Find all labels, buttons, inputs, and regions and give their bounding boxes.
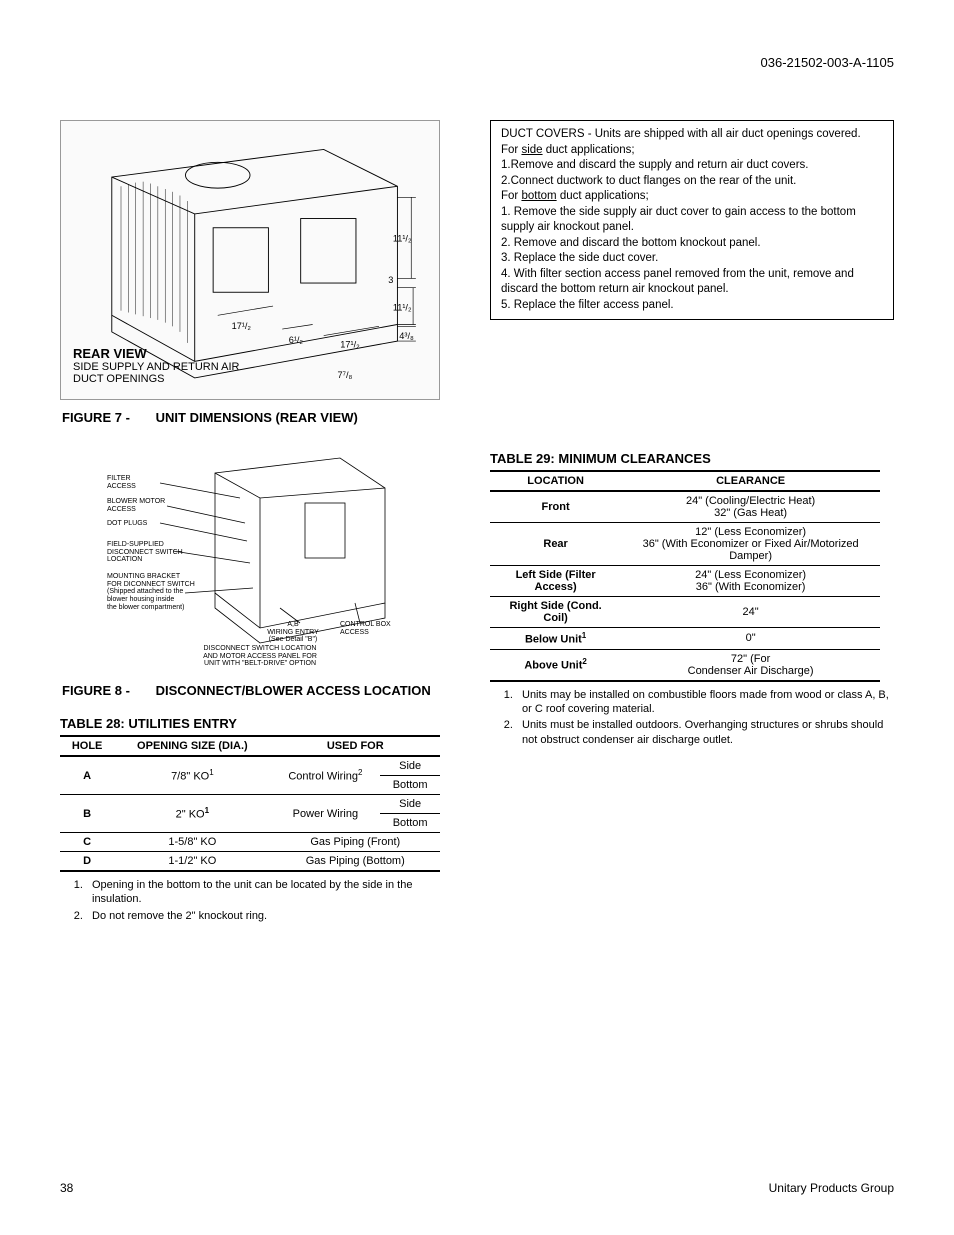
th: LOCATION [490, 471, 621, 491]
td: 72" (ForCondenser Air Discharge) [621, 649, 880, 681]
td: Side [380, 756, 440, 776]
td: 12" (Less Economizer)36" (With Economize… [621, 523, 880, 566]
duct-notes: DUCT COVERS - Units are shipped with all… [490, 120, 894, 320]
footer-group: Unitary Products Group [769, 1181, 894, 1195]
lbl-control: CONTROL BOXACCESS [340, 621, 400, 636]
fn: Opening in the bottom to the unit can be… [86, 878, 460, 907]
dim: 3 [388, 275, 393, 285]
td: 24" [621, 597, 880, 628]
lbl-ab: A,BWIRING ENTRY(See Detail "B") [263, 621, 323, 644]
td: 1-5/8" KO [114, 833, 270, 852]
note: Remove the side supply air duct cover to… [501, 206, 856, 234]
td: 1-1/2" KO [114, 852, 270, 872]
notes-intro: DUCT COVERS - Units are shipped with all… [501, 127, 883, 143]
dim: 11¹/₂ [393, 303, 412, 313]
lbl-footer: DISCONNECT SWITCH LOCATIONAND MOTOR ACCE… [105, 645, 415, 668]
fn: Units may be installed on combustible fl… [516, 688, 894, 717]
th: HOLE [60, 736, 114, 756]
table29-footnotes: Units may be installed on combustible fl… [490, 688, 894, 747]
td: Bottom [380, 814, 440, 833]
side-hdr: For side duct applications; [501, 143, 883, 159]
fn: Do not remove the 2" knockout ring. [86, 909, 460, 923]
dim: 7⁷/₈ [338, 370, 353, 380]
td: Above Unit2 [490, 649, 621, 681]
th: USED FOR [271, 736, 441, 756]
td: Below Unit1 [490, 628, 621, 650]
td: Front [490, 491, 621, 523]
td: B [60, 795, 114, 833]
dim: 11¹/₂ [393, 234, 412, 244]
table28-title: TABLE 28: UTILITIES ENTRY [60, 716, 460, 731]
note: Replace the side duct cover. [514, 252, 658, 264]
doc-code: 036-21502-003-A-1105 [761, 55, 894, 70]
table29-title: TABLE 29: MINIMUM CLEARANCES [490, 451, 894, 466]
lbl-field: FIELD-SUPPLIEDDISCONNECT SWITCHLOCATION [107, 541, 192, 564]
th: OPENING SIZE (DIA.) [114, 736, 270, 756]
td: Rear [490, 523, 621, 566]
note: Remove and discard the supply and return… [511, 159, 809, 171]
fn: Units must be installed outdoors. Overha… [516, 718, 894, 747]
td: Gas Piping (Front) [271, 833, 441, 852]
lbl-mount: MOUNTING BRACKETFOR DICONNECT SWITCH(Shi… [107, 573, 212, 611]
td: Bottom [380, 776, 440, 795]
note: With filter section access panel removed… [501, 268, 854, 296]
dim: 6¹/₂ [289, 335, 304, 345]
figure7-diagram: 17¹/₂ 6¹/₂ 17¹/₂ 11¹/₂ 11¹/₂ 4³/₈ 7⁷/₈ 3… [60, 120, 440, 400]
rear-view-sub1: SIDE SUPPLY AND RETURN AIR [73, 361, 239, 373]
td: 24" (Less Economizer)36" (With Economize… [621, 566, 880, 597]
bottom-hdr: For bottom duct applications; [501, 189, 883, 205]
table29: LOCATION CLEARANCE Front24" (Cooling/Ele… [490, 470, 880, 682]
td: D [60, 852, 114, 872]
dim: 17¹/₂ [340, 340, 360, 350]
figure8-caption: FIGURE 8 - DISCONNECT/BLOWER ACCESS LOCA… [62, 683, 460, 698]
td: A [60, 756, 114, 795]
lbl-dot: DOT PLUGS [107, 520, 147, 528]
rear-view-title: REAR VIEW [73, 346, 239, 361]
lbl-blower: BLOWER MOTORACCESS [107, 498, 177, 513]
note: Connect ductwork to duct flanges on the … [511, 175, 797, 187]
figure7-caption: FIGURE 7 - UNIT DIMENSIONS (REAR VIEW) [62, 410, 894, 425]
note: Remove and discard the bottom knockout p… [514, 237, 761, 249]
td: Right Side (Cond. Coil) [490, 597, 621, 628]
td: 0" [621, 628, 880, 650]
td: Left Side (Filter Access) [490, 566, 621, 597]
td: Gas Piping (Bottom) [271, 852, 441, 872]
td: 24" (Cooling/Electric Heat)32" (Gas Heat… [621, 491, 880, 523]
td: C [60, 833, 114, 852]
note: Replace the filter access panel. [514, 299, 674, 311]
dim: 17¹/₂ [232, 321, 252, 331]
table28-footnotes: Opening in the bottom to the unit can be… [60, 878, 460, 923]
figure8-diagram: FILTERACCESS BLOWER MOTORACCESS DOT PLUG… [105, 443, 415, 673]
page-number: 38 [60, 1181, 73, 1195]
table28: HOLE OPENING SIZE (DIA.) USED FOR A 7/8"… [60, 735, 440, 872]
td: Power Wiring [271, 795, 381, 833]
lbl-filter: FILTERACCESS [107, 475, 167, 490]
dim: 4³/₈ [399, 331, 414, 341]
td: Side [380, 795, 440, 814]
rear-view-sub2: DUCT OPENINGS [73, 373, 239, 385]
th: CLEARANCE [621, 471, 880, 491]
